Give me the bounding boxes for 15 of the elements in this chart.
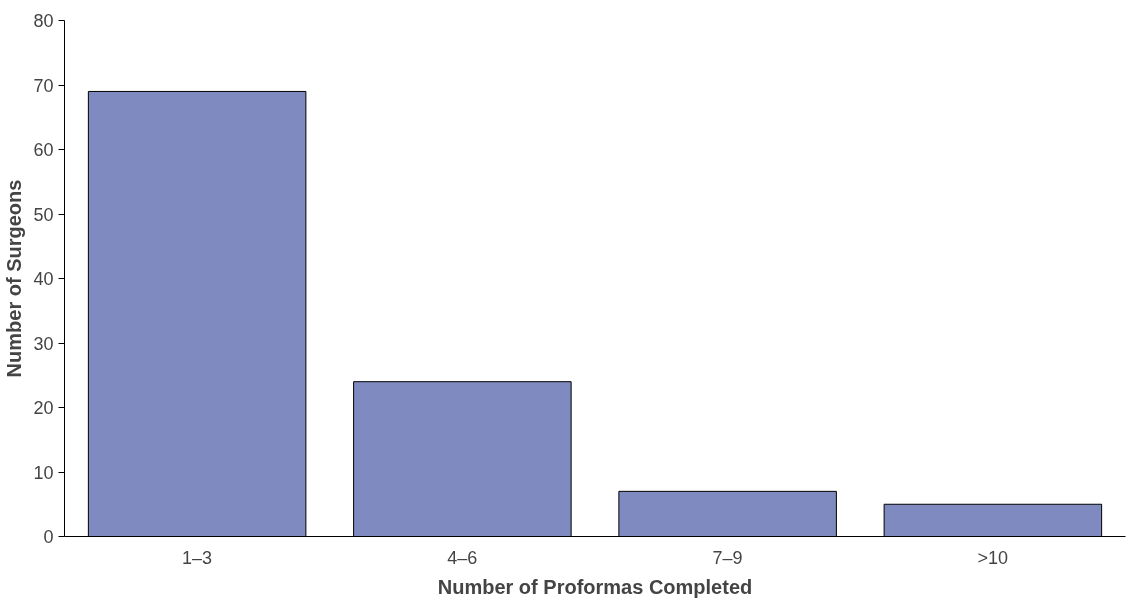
x-tick-label: >10 bbox=[977, 547, 1009, 568]
y-tick-label: 10 bbox=[33, 462, 54, 483]
y-tick-label: 20 bbox=[33, 398, 54, 418]
y-tick-label: 50 bbox=[33, 204, 54, 225]
y-tick-label: 40 bbox=[33, 269, 54, 289]
x-axis-title: Number of Proformas Completed bbox=[437, 575, 753, 598]
y-tick-label: 80 bbox=[33, 11, 54, 31]
y-axis-title: Number of Surgeons bbox=[3, 179, 26, 378]
y-tick-label: 70 bbox=[33, 75, 54, 96]
x-tick-label: 7–9 bbox=[712, 547, 743, 568]
y-tick-label: 60 bbox=[33, 140, 54, 160]
y-tick-label: 0 bbox=[43, 527, 54, 547]
y-tick-label: 30 bbox=[33, 333, 54, 354]
x-tick-label: 4–6 bbox=[447, 547, 478, 568]
x-tick-label: 1–3 bbox=[182, 547, 213, 568]
